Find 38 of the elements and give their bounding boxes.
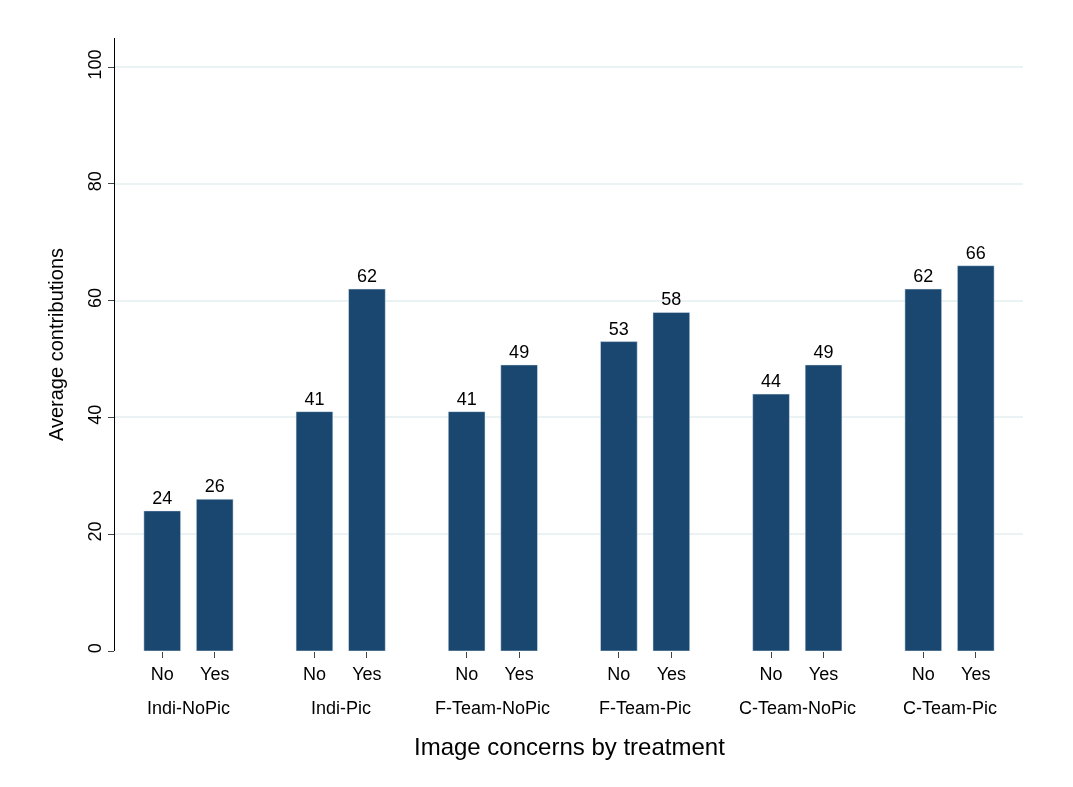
- data-label: 53: [608, 318, 629, 339]
- data-label: 62: [356, 266, 377, 287]
- data-label: 24: [152, 487, 173, 508]
- data-label: 44: [761, 371, 782, 392]
- x-tick-label: No: [150, 663, 174, 684]
- x-tick-label: Yes: [352, 663, 382, 684]
- y-tick-label: 40: [84, 404, 105, 425]
- y-axis-title: Average contributions: [45, 247, 68, 442]
- x-tick-label: Yes: [961, 663, 991, 684]
- y-tick-label: 80: [84, 171, 105, 192]
- x-tick-label: Yes: [808, 663, 839, 684]
- text: Indi-NoPic: [147, 698, 231, 718]
- data-label: 58: [661, 289, 682, 310]
- x-tick-label: No: [302, 663, 326, 684]
- x-tick-label: Yes: [200, 663, 230, 684]
- text: F-Team-NoPic: [435, 698, 551, 718]
- data-label: 26: [204, 476, 225, 497]
- text: C-Team-NoPic: [739, 698, 857, 718]
- data-label: 66: [965, 242, 986, 263]
- x-tick-label: No: [607, 663, 631, 684]
- data-label: 41: [456, 388, 477, 409]
- text: C-Team-Pic: [903, 698, 998, 718]
- x-tick-label: No: [911, 663, 935, 684]
- y-tick-label: 100: [84, 49, 105, 80]
- x-tick-label: Yes: [656, 663, 687, 684]
- data-label: 41: [304, 388, 325, 409]
- data-label: 49: [509, 341, 530, 362]
- text: F-Team-Pic: [599, 698, 692, 718]
- data-label: 62: [913, 266, 934, 287]
- x-axis-title: Image concerns by treatment: [414, 733, 726, 760]
- y-tick-label: 0: [84, 643, 105, 654]
- x-tick-label: Yes: [504, 663, 534, 684]
- data-label: 49: [813, 341, 834, 362]
- x-tick-label: No: [759, 663, 783, 684]
- x-tick-label: No: [455, 663, 479, 684]
- text: Indi-Pic: [311, 698, 372, 718]
- y-tick-label: 60: [84, 287, 105, 309]
- y-tick-label: 20: [84, 521, 105, 542]
